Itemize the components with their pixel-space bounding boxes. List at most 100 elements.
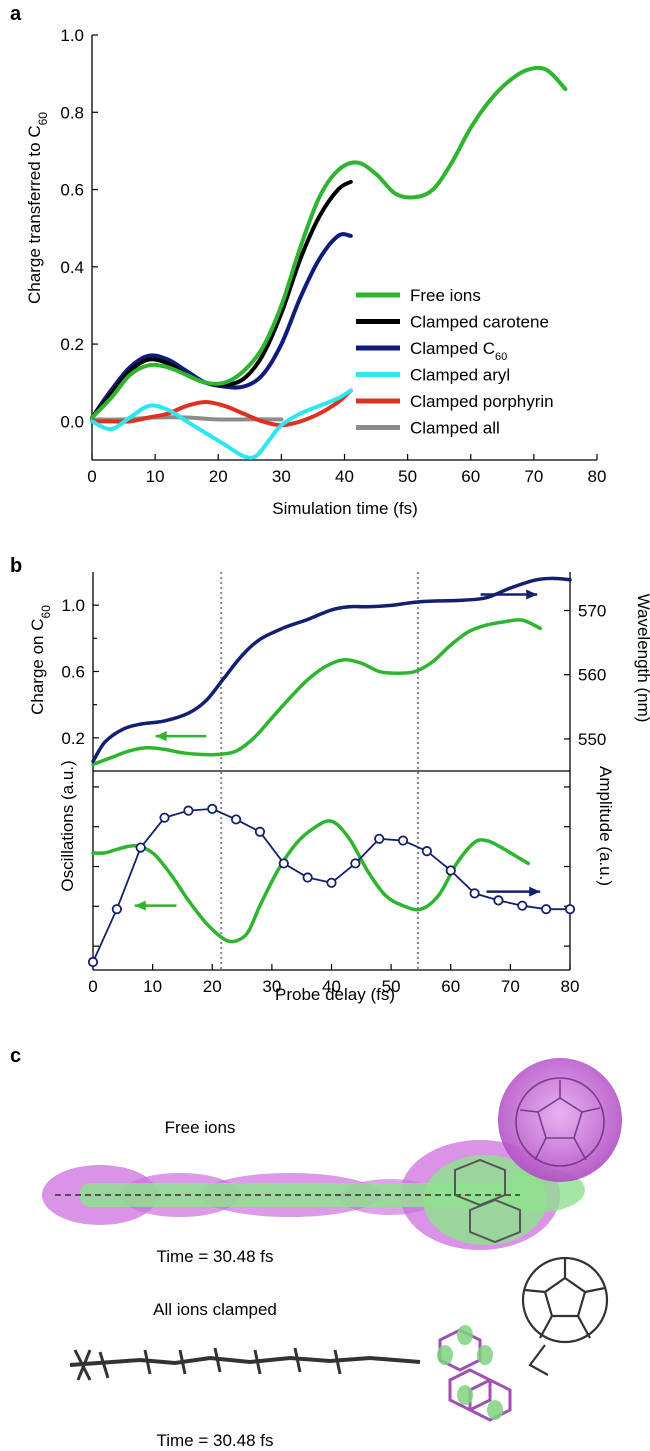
chart-b-xlabel: Probe delay (fs) [275,985,395,1004]
chart-b-amplitude-point [302,872,313,883]
chart-b-amplitude-point [374,833,385,844]
chart-b-amplitude-point [493,895,504,906]
chart-b-bottom-ylabel-right: Amplitude (a.u.) [596,766,615,886]
legend-label-main: Clamped carotene [410,313,549,332]
chart-b-top-series-line [91,618,542,767]
chart-b-amplitude-point [350,858,361,869]
chart-b-bottom-arrow [486,886,541,897]
chart-b-oscillations-line [91,819,531,944]
chart-a-series-line [90,232,353,420]
panel-label-c: c [10,1045,21,1067]
chart-b-amplitude-point [207,803,218,814]
legend-label-sub: 60 [495,351,507,363]
legend-label: Clamped C60 [410,339,507,363]
chart-b-amplitude-point [445,865,456,876]
chart-b-amplitude-point [517,900,528,911]
chart-b-top-ytick-right-label: 550 [578,730,606,749]
clamped-title: All ions clamped [153,1300,277,1319]
chart-a-ytick-label: 0.0 [60,412,84,431]
chart-b-amplitude-point [397,835,409,846]
chart-b-amplitude-point [469,888,480,899]
chart-b-amplitude-point [278,858,289,869]
chart-a-ytick-label: 1.0 [60,26,84,45]
free-ions-time: Time = 30.48 fs [156,1247,273,1266]
clamped-time: Time = 30.48 fs [156,1431,273,1450]
chart-b-xtick-label: 30 [262,977,281,996]
chart-b-top-ylabel-right: Wavelength (nm) [634,594,650,723]
chart-b-top-ytick-left-label: 1.0 [61,596,85,615]
chart-b-bottom-ylabel-left: Oscillations (a.u.) [58,760,77,891]
chart-b-amplitude-point [541,904,552,915]
chart-b-top-arrow [480,589,538,600]
chart-a-xtick-label: 60 [461,467,480,486]
c60-density-icon [498,1058,622,1182]
legend-label-main: Clamped all [410,419,500,438]
chart-b-top-series-line [91,576,572,764]
legend-label: Clamped all [410,419,500,438]
chart-b-top-ylabel-left: Charge on C60 [28,605,53,715]
chart-b-amplitude-point [87,956,99,968]
chart-a-ytick-label: 0.6 [60,181,84,200]
chart-a-ytick-label: 0.8 [60,103,84,122]
chart-a-series-line [90,65,568,420]
chart-b-amplitude-point [421,846,432,857]
chart-b-xtick-label: 60 [441,977,460,996]
chart-b-xtick-label: 20 [203,977,222,996]
chart-a-series-line [90,388,353,460]
chart-b-top-arrow-head [155,731,167,742]
chart-a-ytick-label: 0.4 [60,258,84,277]
chart-b-top-arrow-head [526,589,538,600]
clamped-molecule: All ions clamped Time = 30.48 fs [69,1256,609,1450]
chart-b-top-ytick-left-label: 0.2 [61,729,85,748]
chart-a-ylabel-main: Charge transferred to C [25,125,44,304]
legend-label-main: Clamped C [410,339,495,358]
chart-b-xtick-label: 70 [501,977,520,996]
legend-label: Clamped carotene [410,313,549,332]
chart-b-xtick-label: 50 [382,977,401,996]
chart-a-xtick-label: 30 [272,467,291,486]
chart-b-top-ylabel-left-sub: 60 [39,605,53,619]
chart-b-top-ylabel-left-main: Charge on C [28,618,47,714]
chart-b-amplitude-point [326,877,337,888]
chart-b-top-arrow [155,731,207,742]
chart-b-amplitude-point [111,904,122,915]
chart-b-amplitude-point [183,805,194,816]
free-ions-title: Free ions [165,1118,236,1137]
chart-b-xtick-label: 10 [143,977,162,996]
chart-a-xtick-label: 10 [146,467,165,486]
chart-b-amplitude-point [231,814,242,825]
panel-label-b: b [10,555,22,577]
legend-label-main: Free ions [410,286,481,305]
legend-label-main: Clamped aryl [410,366,510,385]
molecule-illustrations: Free ions Time = 30.48 fs [42,1058,622,1450]
chart-a-xtick-label: 80 [588,467,607,486]
chart-b-bottom-arrow [134,900,177,911]
chart-b-amplitude-point [564,904,576,915]
chart-b-bottom-arrow-head [134,900,146,911]
legend-label-main: Clamped porphyrin [410,392,554,411]
legend-label: Clamped porphyrin [410,392,554,411]
chart-b-amplitude-point [159,812,170,823]
c60-cage-icon [521,1256,609,1376]
chart-a-ytick-label: 0.2 [60,335,84,354]
chart-a: Charge transferred to C60 Simulation tim… [25,26,606,518]
chart-b-xtick-label: 40 [322,977,341,996]
legend-label: Clamped aryl [410,366,510,385]
panel-label-a: a [10,3,22,25]
chart-a-xtick-label: 50 [398,467,417,486]
chart-b-xtick-label: 80 [561,977,580,996]
chart-b-top-ytick-left-label: 0.6 [61,663,85,682]
chart-b-top-ytick-right-label: 570 [578,602,606,621]
chart-b-xtick-label: 0 [88,977,97,996]
chart-a-ylabel: Charge transferred to C60 [25,112,50,304]
chart-b-bottom-arrow-head [529,886,541,897]
chart-b-amplitude-point [254,826,266,837]
chart-a-series-line [90,415,284,422]
chart-a-xtick-label: 40 [335,467,354,486]
chart-a-ylabel-sub: 60 [36,112,50,126]
chart-b-top-ytick-right-label: 560 [578,666,606,685]
chart-a-xtick-label: 70 [524,467,543,486]
chart-a-series-line [90,388,353,428]
chart-a-xtick-label: 20 [209,467,228,486]
